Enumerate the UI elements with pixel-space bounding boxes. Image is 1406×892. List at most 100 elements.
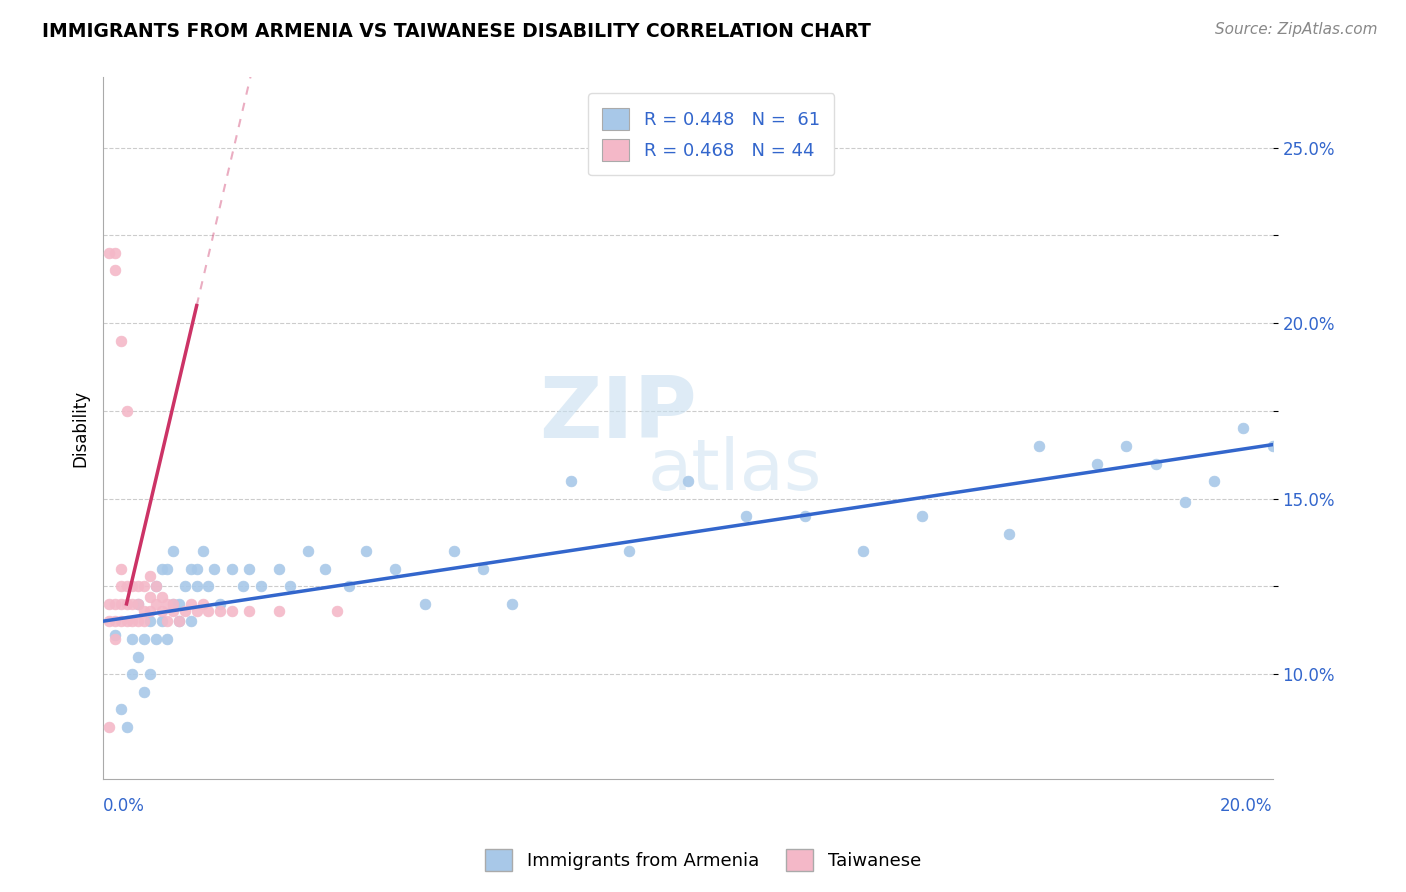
Point (221, 562, 243, 576)
Point (238, 562, 260, 576)
Text: 20.0%: 20.0% (1220, 797, 1272, 815)
Point (443, 544, 465, 558)
Point (156, 632, 179, 646)
Point (98, 597, 121, 611)
Point (209, 597, 232, 611)
Point (127, 615, 149, 629)
Point (104, 628, 127, 642)
Point (139, 604, 162, 618)
Point (197, 579, 219, 593)
Point (167, 597, 190, 611)
Point (127, 597, 149, 611)
Point (98, 720, 121, 734)
Point (326, 604, 349, 618)
Point (98, 615, 121, 629)
Point (735, 509, 758, 524)
Point (150, 604, 173, 618)
Point (98, 246, 121, 260)
Text: ZIP: ZIP (538, 373, 696, 456)
Point (278, 579, 301, 593)
Point (384, 562, 406, 576)
Point (115, 720, 138, 734)
Point (221, 604, 243, 618)
Point (121, 667, 143, 681)
Point (132, 604, 155, 618)
Point (132, 579, 155, 593)
Point (162, 597, 184, 611)
Point (139, 667, 162, 681)
Point (110, 579, 132, 593)
Point (267, 604, 290, 618)
Point (186, 579, 208, 593)
Point (145, 579, 167, 593)
Point (314, 562, 336, 576)
Point (121, 632, 143, 646)
Point (150, 615, 173, 629)
Point (150, 562, 173, 576)
Point (139, 569, 162, 583)
Point (267, 562, 290, 576)
Point (156, 597, 179, 611)
Point (121, 615, 143, 629)
Point (145, 579, 167, 593)
Point (145, 632, 167, 646)
Point (104, 246, 127, 260)
Point (186, 604, 208, 618)
Point (501, 597, 523, 611)
Point (1115, 439, 1137, 453)
Point (911, 509, 934, 524)
Point (337, 579, 360, 593)
Point (174, 604, 197, 618)
Point (191, 544, 214, 558)
Point (1232, 421, 1254, 435)
Point (180, 597, 202, 611)
Text: atlas: atlas (647, 436, 821, 505)
Point (793, 509, 815, 524)
Point (180, 562, 202, 576)
Point (162, 604, 184, 618)
Point (619, 544, 641, 558)
Point (104, 263, 127, 277)
Point (150, 590, 173, 604)
Text: 0.0%: 0.0% (103, 797, 145, 815)
Point (676, 474, 699, 488)
Point (1261, 439, 1284, 453)
Point (297, 544, 319, 558)
Point (1174, 495, 1197, 509)
Point (132, 615, 155, 629)
Point (127, 579, 149, 593)
Legend: R = 0.448   N =  61, R = 0.468   N = 44: R = 0.448 N = 61, R = 0.468 N = 44 (588, 94, 835, 176)
Text: IMMIGRANTS FROM ARMENIA VS TAIWANESE DISABILITY CORRELATION CHART: IMMIGRANTS FROM ARMENIA VS TAIWANESE DIS… (42, 22, 872, 41)
Point (998, 526, 1021, 541)
Y-axis label: Disability: Disability (72, 390, 89, 467)
Point (127, 597, 149, 611)
Point (110, 702, 132, 716)
Point (167, 615, 190, 629)
Point (127, 649, 149, 664)
Point (145, 597, 167, 611)
Point (174, 579, 197, 593)
Point (1144, 457, 1167, 471)
Point (180, 615, 202, 629)
Point (156, 615, 179, 629)
Point (115, 597, 138, 611)
Point (110, 615, 132, 629)
Point (238, 604, 260, 618)
Point (852, 544, 875, 558)
Point (104, 597, 127, 611)
Point (413, 597, 436, 611)
Point (354, 544, 377, 558)
Point (250, 579, 273, 593)
Point (110, 597, 132, 611)
Point (472, 562, 495, 576)
Point (209, 604, 232, 618)
Point (132, 684, 155, 698)
Point (186, 562, 208, 576)
Point (560, 474, 582, 488)
Point (197, 604, 219, 618)
Point (162, 544, 184, 558)
Point (156, 562, 179, 576)
Point (202, 562, 225, 576)
Point (1085, 457, 1108, 471)
Point (1202, 474, 1225, 488)
